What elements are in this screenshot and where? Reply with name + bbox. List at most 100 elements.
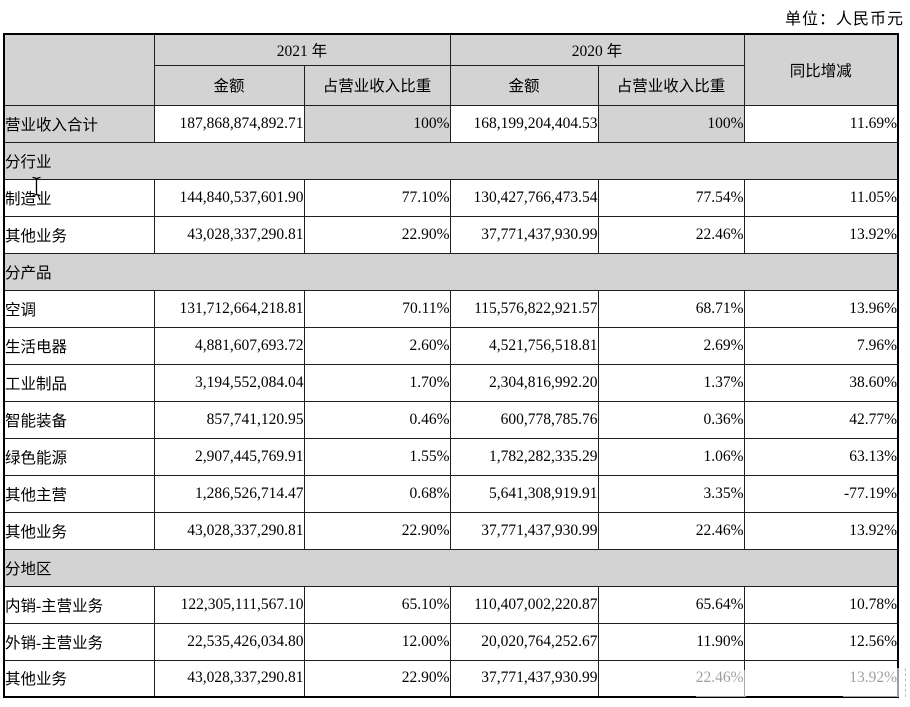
table-row: 其他业务 43,028,337,290.81 22.90% 37,771,437,93… xyxy=(3,659,899,698)
yoy-change: 12.56% xyxy=(743,622,899,661)
amount-2021: 187,868,874,892.71 xyxy=(153,104,305,143)
amount-2020: 37,771,437,930.99 xyxy=(449,659,599,698)
amount-2021: 3,194,552,084.04 xyxy=(153,363,305,402)
section-label: 分行业 xyxy=(3,141,899,180)
amount-2021: 43,028,337,290.81 xyxy=(153,659,305,698)
amount-2021: 1,286,526,714.47 xyxy=(153,474,305,513)
yoy-change: 7.96% xyxy=(743,326,899,365)
share-2020: 68.71% xyxy=(597,289,745,328)
share-2021: 70.11% xyxy=(303,289,451,328)
amount-2020: 20,020,764,252.67 xyxy=(449,622,599,661)
share-2020: 100% xyxy=(597,104,745,143)
section-label: 分地区 xyxy=(3,548,899,587)
table-row: 工业制品 3,194,552,084.04 1.70% 2,304,816,992.2… xyxy=(3,363,899,402)
amount-2020: 600,778,785.76 xyxy=(449,400,599,439)
table-row: 绿色能源 2,907,445,769.91 1.55% 1,782,282,335.2… xyxy=(3,437,899,476)
amount-2021: 2,907,445,769.91 xyxy=(153,437,305,476)
highlight-overlay xyxy=(843,668,906,697)
share-2021: 65.10% xyxy=(303,585,451,624)
share-2020: 65.64% xyxy=(597,585,745,624)
share-2020: 1.06% xyxy=(597,437,745,476)
row-label: 外销-主营业务 xyxy=(3,622,155,661)
header-share-2021: 占营业收入比重 xyxy=(303,64,451,106)
table-row: 生活电器 4,881,607,693.72 2.60% 4,521,756,518.8… xyxy=(3,326,899,365)
row-label: 工业制品 xyxy=(3,363,155,402)
table-row: 其他业务 43,028,337,290.81 22.90% 37,771,437,93… xyxy=(3,215,899,254)
table-row: 其他主营 1,286,526,714.47 0.68% 5,641,308,919.9… xyxy=(3,474,899,513)
share-2020: 3.35% xyxy=(597,474,745,513)
table-row: 营业收入合计 187,868,874,892.71 100% 168,199,204,… xyxy=(3,104,899,143)
yoy-change: 42.77% xyxy=(743,400,899,439)
share-2021: 100% xyxy=(303,104,451,143)
yoy-change: 13.96% xyxy=(743,289,899,328)
header-share-2020: 占营业收入比重 xyxy=(597,64,745,106)
amount-2020: 4,521,756,518.81 xyxy=(449,326,599,365)
section-row: 分行业 xyxy=(3,141,899,180)
share-2021: 0.68% xyxy=(303,474,451,513)
yoy-change: 11.69% xyxy=(743,104,899,143)
table-row: 内销-主营业务 122,305,111,567.10 65.10% 110,407,0… xyxy=(3,585,899,624)
share-2021: 22.90% xyxy=(303,659,451,698)
amount-2020: 2,304,816,992.20 xyxy=(449,363,599,402)
row-label: 绿色能源 xyxy=(3,437,155,476)
section-label: 分产品 xyxy=(3,252,899,291)
yoy-change: 38.60% xyxy=(743,363,899,402)
table-row: 智能装备 857,741,120.95 0.46% 600,778,785.76 0.3… xyxy=(3,400,899,439)
header-amount-2021: 金额 xyxy=(153,64,305,106)
header-row-years: 2021 年 2020 年 同比增减 xyxy=(3,33,899,106)
amount-2021: 4,881,607,693.72 xyxy=(153,326,305,365)
share-2021: 1.70% xyxy=(303,363,451,402)
amount-2021: 43,028,337,290.81 xyxy=(153,511,305,550)
yoy-change: 11.05% xyxy=(743,178,899,217)
row-label: 其他业务 xyxy=(3,659,155,698)
amount-2020: 37,771,437,930.99 xyxy=(449,511,599,550)
yoy-change: 13.92% xyxy=(743,215,899,254)
header-amount-2020: 金额 xyxy=(449,64,599,106)
amount-2020: 110,407,002,220.87 xyxy=(449,585,599,624)
share-2020: 1.37% xyxy=(597,363,745,402)
table-row: 外销-主营业务 22,535,426,034.80 12.00% 20,020,764… xyxy=(3,622,899,661)
yoy-change: 63.13% xyxy=(743,437,899,476)
share-2020: 22.46% xyxy=(597,511,745,550)
amount-2020: 168,199,204,404.53 xyxy=(449,104,599,143)
yoy-change: 10.78% xyxy=(743,585,899,624)
amount-2020: 115,576,822,921.57 xyxy=(449,289,599,328)
row-label: 其他业务 xyxy=(3,215,155,254)
share-2021: 0.46% xyxy=(303,400,451,439)
header-row-metrics: 金额 占营业收入比重 金额 占营业收入比重 xyxy=(4,64,898,106)
amount-2020: 37,771,437,930.99 xyxy=(449,215,599,254)
corner-blank-cell xyxy=(3,33,155,106)
table-row: 其他业务 43,028,337,290.81 22.90% 37,771,437,93… xyxy=(3,511,899,550)
share-2021: 12.00% xyxy=(303,622,451,661)
currency-unit-label: 单位：人民币元 xyxy=(784,11,904,28)
share-2021: 77.10% xyxy=(303,178,451,217)
amount-2021: 131,712,664,218.81 xyxy=(153,289,305,328)
table-row: 制造业 144,840,537,601.90 77.10% 130,427,766,4… xyxy=(3,178,899,217)
share-2021: 1.55% xyxy=(303,437,451,476)
row-label: 空调 xyxy=(3,289,155,328)
share-2021: 22.90% xyxy=(303,215,451,254)
amount-2021: 43,028,337,290.81 xyxy=(153,215,305,254)
share-2021: 22.90% xyxy=(303,511,451,550)
header-2021: 2021 年 xyxy=(153,33,451,66)
share-2020: 0.36% xyxy=(597,400,745,439)
section-row: 分地区 xyxy=(3,548,899,587)
amount-2020: 130,427,766,473.54 xyxy=(449,178,599,217)
header-2020: 2020 年 xyxy=(449,33,745,66)
row-label: 智能装备 xyxy=(3,400,155,439)
amount-2020: 5,641,308,919.91 xyxy=(449,474,599,513)
row-label: 内销-主营业务 xyxy=(3,585,155,624)
yoy-change: 13.92% xyxy=(743,511,899,550)
highlight-overlay xyxy=(696,670,746,697)
share-2020: 77.54% xyxy=(597,178,745,217)
row-label: 营业收入合计 xyxy=(3,104,155,143)
share-2020: 2.69% xyxy=(597,326,745,365)
amount-2021: 122,305,111,567.10 xyxy=(153,585,305,624)
row-label: 其他主营 xyxy=(3,474,155,513)
row-label: 生活电器 xyxy=(3,326,155,365)
section-row: 分产品 xyxy=(3,252,899,291)
revenue-breakdown-table: 2021 年 2020 年 同比增减 金额 占营业收入比重 金额 占营业收入比重… xyxy=(3,33,899,698)
table-row: 空调 131,712,664,218.81 70.11% 115,576,822,92… xyxy=(3,289,899,328)
row-label: 制造业 xyxy=(3,178,155,217)
amount-2020: 1,782,282,335.29 xyxy=(449,437,599,476)
